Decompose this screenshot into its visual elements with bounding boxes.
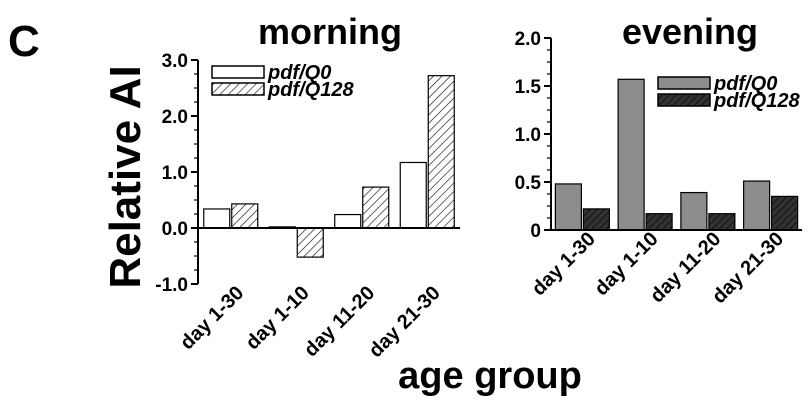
evening-y-tick-label: 1.5 (515, 77, 542, 98)
evening-legend-label-q0: pdf/Q0 (713, 73, 777, 95)
evening-bar-q128-4 (771, 195, 799, 231)
morning-y-tick-label: 3.0 (162, 51, 188, 72)
evening-y-tick-label: 0 (530, 221, 541, 242)
evening-bar-q128-3 (708, 213, 736, 231)
morning-legend-label-q128: pdf/Q128 (267, 79, 354, 101)
morning-legend-swatch-q0 (211, 65, 265, 79)
morning-y-tick-label: 0.0 (162, 219, 188, 240)
morning-bar-q0-1 (203, 208, 231, 229)
evening-y-tick-label: 1.0 (515, 125, 541, 146)
evening-bar-q0-2 (617, 78, 645, 231)
evening-bar-q128-2 (645, 213, 673, 231)
evening-title: evening (622, 11, 758, 52)
morning-y-tick-label: 1.0 (162, 163, 188, 184)
morning-title: morning (258, 11, 402, 52)
evening-y-tick-label: 0.5 (515, 173, 542, 194)
morning-legend-label-q0: pdf/Q0 (267, 62, 331, 84)
morning-bar-q128-1 (231, 203, 259, 229)
evening-y-tick-label: 2.0 (515, 29, 541, 50)
morning-bar-q0-3 (334, 213, 362, 229)
evening-bar-q0-1 (554, 183, 582, 231)
morning-x-tick-label: day 21-30 (365, 282, 445, 362)
evening-bar-q0-3 (680, 191, 708, 231)
morning-legend-swatch-q128 (211, 82, 265, 96)
y-axis-title: Relative AI (101, 65, 150, 288)
morning-y-tick-label: 2.0 (162, 107, 188, 128)
evening-bar-q128-1 (582, 208, 610, 231)
panel-label: C (8, 17, 40, 66)
evening-bar-q0-4 (743, 180, 771, 231)
evening-legend-swatch-q0 (657, 76, 711, 90)
evening-legend-swatch-q128 (657, 93, 711, 107)
evening-legend-label-q128: pdf/Q128 (713, 90, 800, 112)
morning-bar-q128-2 (296, 227, 324, 258)
morning-y-tick-label: -1.0 (155, 275, 188, 296)
morning-bar-q128-4 (427, 75, 455, 229)
morning-bar-q0-4 (399, 161, 427, 229)
x-axis-title: age group (398, 355, 582, 397)
morning-bar-q128-3 (362, 186, 390, 229)
